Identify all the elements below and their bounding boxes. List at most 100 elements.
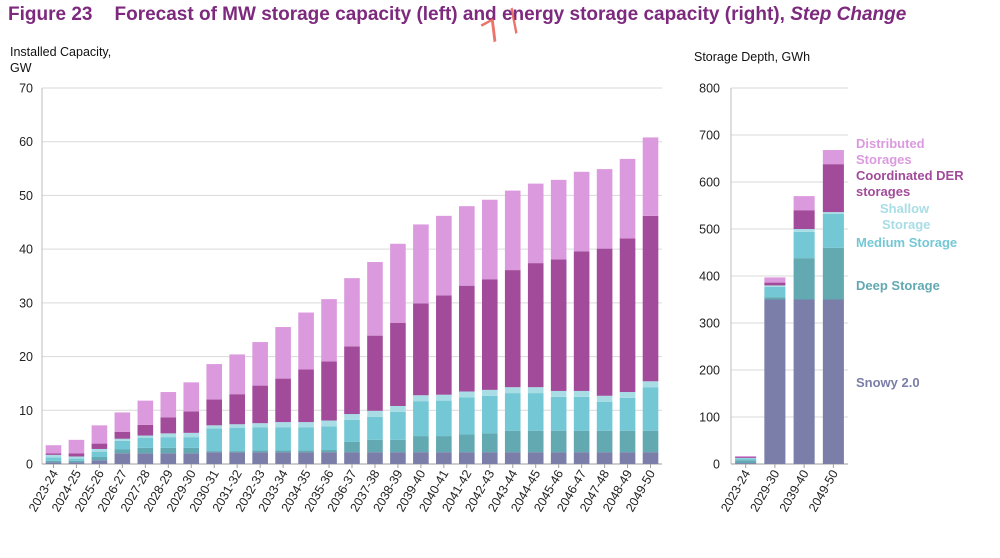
gw-bar-distributed-2027-28 xyxy=(137,400,154,425)
gw-bar-snowy-2039-40 xyxy=(413,452,429,464)
gw-bar-snowy-2037-38 xyxy=(367,452,383,464)
gw-bar-deep-2030-31 xyxy=(206,451,223,453)
gw-bar-distributed-2036-37 xyxy=(344,278,360,347)
gw-bar-medium-2045-46 xyxy=(550,396,567,431)
gw-bar-deep-2048-49 xyxy=(619,430,636,453)
legend-deep: Deep Storage xyxy=(856,278,940,293)
gw-bar-medium-2049-50 xyxy=(642,387,659,431)
gw-bar-snowy-2042-43 xyxy=(481,452,498,464)
gwh-bar-shallow-2049-50 xyxy=(822,212,844,214)
gw-bar-medium-2033-34 xyxy=(275,427,291,451)
gwh-bar-medium-2029-30 xyxy=(764,286,786,298)
legend-distributed: Storages xyxy=(856,152,912,167)
gw-bar-distributed-2043-44 xyxy=(504,190,521,271)
gw-bar-shallow-2037-38 xyxy=(367,410,383,417)
gwh-bar-deep-2023-24 xyxy=(735,460,757,464)
gw-bar-distributed-2025-26 xyxy=(91,425,108,444)
gw-bar-medium-2032-33 xyxy=(252,427,268,451)
gw-bar-deep-2033-34 xyxy=(275,450,291,453)
gw-bar-shallow-2031-32 xyxy=(229,424,245,429)
gw-bar-der-2035-36 xyxy=(321,361,337,421)
gw-bar-der-2047-48 xyxy=(596,248,613,396)
gw-bar-shallow-2024-25 xyxy=(68,456,85,459)
gw-bar-distributed-2040-41 xyxy=(436,215,452,296)
gw-bar-medium-2036-37 xyxy=(344,419,360,442)
gw-bar-deep-2044-45 xyxy=(527,430,544,453)
gw-bar-shallow-2039-40 xyxy=(413,395,429,402)
gw-bar-deep-2040-41 xyxy=(436,436,452,453)
gw-bar-der-2036-37 xyxy=(344,346,360,415)
gwh-y-tick-label: 100 xyxy=(699,411,720,425)
gwh-bar-distributed-2023-24 xyxy=(735,456,757,457)
gw-bar-medium-2046-47 xyxy=(573,396,590,431)
gw-bar-shallow-2030-31 xyxy=(206,425,223,429)
legend-shallow: Storage xyxy=(882,217,930,232)
gw-bar-snowy-2026-27 xyxy=(114,453,131,464)
gwh-y-tick-label: 400 xyxy=(699,270,720,284)
gw-bar-distributed-2024-25 xyxy=(68,439,85,454)
gw-bar-medium-2024-25 xyxy=(68,458,85,461)
gw-bar-der-2033-34 xyxy=(275,378,291,423)
gw-bar-deep-2037-38 xyxy=(367,439,383,453)
gwh-bar-deep-2049-50 xyxy=(822,247,844,300)
legend-shallow: Shallow xyxy=(880,201,930,216)
gw-bar-shallow-2048-49 xyxy=(619,392,636,398)
gw-bar-deep-2035-36 xyxy=(321,450,337,453)
gw-bar-der-2045-46 xyxy=(550,259,567,391)
gw-bar-shallow-2028-29 xyxy=(160,433,177,438)
gw-bar-der-2041-42 xyxy=(459,285,475,392)
gw-bar-distributed-2028-29 xyxy=(160,392,177,418)
gw-bar-der-2028-29 xyxy=(160,417,177,434)
gw-bar-medium-2029-30 xyxy=(183,437,200,448)
gw-bar-distributed-2045-46 xyxy=(550,179,567,260)
gw-y-tick-label: 50 xyxy=(19,189,33,203)
gw-bar-snowy-2044-45 xyxy=(527,452,544,464)
gwh-y-tick-label: 500 xyxy=(699,223,720,237)
gw-bar-distributed-2044-45 xyxy=(527,183,544,264)
gwh-bar-der-2029-30 xyxy=(764,282,786,286)
gw-bar-deep-2027-28 xyxy=(137,447,154,454)
gwh-y-tick-label: 200 xyxy=(699,364,720,378)
figure-number: Figure 23 xyxy=(8,4,93,25)
gw-bar-distributed-2048-49 xyxy=(619,158,636,239)
gw-bar-shallow-2049-50 xyxy=(642,381,659,388)
figure-title: Figure 23 Forecast of MW storage capacity… xyxy=(8,4,906,26)
gw-bar-distributed-2042-43 xyxy=(481,199,498,280)
gw-bar-medium-2034-35 xyxy=(298,427,314,451)
gw-bar-distributed-2038-39 xyxy=(390,243,406,323)
gw-bar-distributed-2041-42 xyxy=(459,206,475,286)
gw-bar-medium-2041-42 xyxy=(459,397,475,435)
gwh-storage-chart: Storage Depth, GWh 0 100 200 300 400 500 600 700… xyxy=(694,50,964,514)
gw-bar-medium-2037-38 xyxy=(367,416,383,440)
gw-bar-snowy-2033-34 xyxy=(275,452,291,464)
gw-bar-deep-2026-27 xyxy=(114,449,131,454)
gw-bar-snowy-2036-37 xyxy=(344,452,360,464)
gwh-bar-der-2023-24 xyxy=(735,456,757,458)
gw-bar-distributed-2049-50 xyxy=(642,137,659,216)
gw-bar-snowy-2043-44 xyxy=(504,452,521,464)
gw-bar-der-2029-30 xyxy=(183,411,200,433)
gw-bar-shallow-2040-41 xyxy=(436,394,452,401)
gw-bar-shallow-2027-28 xyxy=(137,435,154,438)
gw-bar-snowy-2046-47 xyxy=(573,452,590,464)
gw-bar-deep-2034-35 xyxy=(298,450,314,453)
gw-bar-der-2023-24 xyxy=(45,453,62,455)
gw-bar-medium-2048-49 xyxy=(619,397,636,431)
gw-bar-shallow-2047-48 xyxy=(596,395,613,402)
gw-y-tick-label: 40 xyxy=(19,243,33,257)
gw-y-tick-label: 20 xyxy=(19,350,33,364)
legend-distributed: Distributed xyxy=(856,136,925,151)
gw-y-tick-label: 60 xyxy=(19,135,33,149)
gw-y-tick-label: 0 xyxy=(26,458,33,472)
gw-bar-der-2049-50 xyxy=(642,215,659,382)
legend-der: Coordinated DER xyxy=(856,168,964,183)
gw-bar-snowy-2023-24 xyxy=(45,462,62,464)
gw-bar-der-2040-41 xyxy=(436,295,452,395)
gw-bar-der-2042-43 xyxy=(481,279,498,390)
gw-bar-deep-2045-46 xyxy=(550,430,567,453)
gw-bar-snowy-2048-49 xyxy=(619,452,636,464)
gw-bar-der-2039-40 xyxy=(413,303,429,396)
gw-bar-snowy-2032-33 xyxy=(252,452,268,464)
gw-bar-deep-2031-32 xyxy=(229,451,245,453)
gwh-bar-der-2039-40 xyxy=(793,210,815,229)
